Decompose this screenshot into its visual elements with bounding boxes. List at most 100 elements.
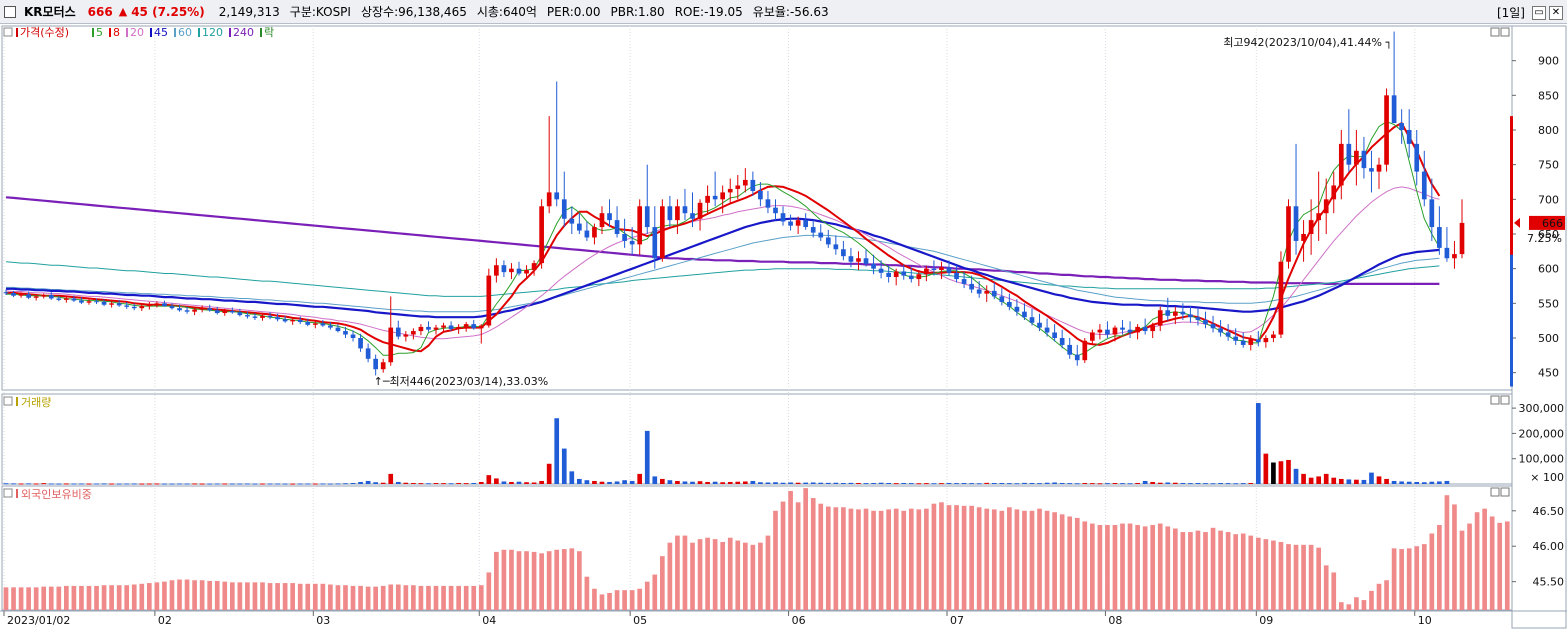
candle-body[interactable] [260,315,265,318]
candle-body[interactable] [1172,311,1178,316]
candle-body[interactable] [1452,254,1457,259]
panel-select-box[interactable] [3,27,13,37]
candle-body[interactable] [924,268,929,275]
candle-body[interactable] [939,267,944,271]
candle-body[interactable] [569,218,575,224]
candle-body[interactable] [146,304,152,307]
candle-body[interactable] [614,220,620,234]
candle-body[interactable] [667,206,673,221]
candle-body[interactable] [1301,234,1306,241]
close-icon[interactable]: ✕ [1549,5,1563,20]
candle-body[interactable] [131,306,137,309]
candle-body[interactable] [803,220,809,228]
period-selector[interactable]: [1일] [1496,6,1525,20]
candle-body[interactable] [584,230,590,238]
panel-select-box[interactable] [3,396,13,406]
candle-body[interactable] [856,258,861,262]
candle-body[interactable] [456,326,461,329]
candle-body[interactable] [124,305,130,307]
candle-body[interactable] [976,289,982,294]
candle-body[interactable] [267,315,273,318]
candle-body[interactable] [561,199,567,219]
candle-body[interactable] [554,192,560,200]
candle-body[interactable] [546,192,552,207]
candle-body[interactable] [629,240,635,245]
candle-body[interactable] [516,268,522,274]
candle-body[interactable] [448,325,454,329]
candle-body[interactable] [644,206,650,228]
candle-body[interactable] [1286,206,1291,262]
candle-body[interactable] [64,298,69,300]
candle-body[interactable] [780,213,786,222]
candle-body[interactable] [1105,329,1110,335]
restore-icon[interactable]: ▭ [1532,5,1546,20]
candle-body[interactable] [1240,340,1246,345]
candle-body[interactable] [825,237,831,245]
candle-body[interactable] [690,213,695,219]
candle-body[interactable] [56,298,62,300]
candle-body[interactable] [1338,143,1344,186]
panel-maximize-icon[interactable] [1490,487,1500,497]
candle-body[interactable] [1399,123,1404,130]
candle-body[interactable] [478,325,484,329]
panel-maximize-icon[interactable] [1490,27,1500,37]
candle-body[interactable] [659,206,665,259]
candle-body[interactable] [1203,319,1208,325]
candle-body[interactable] [946,267,952,273]
candle-body[interactable] [199,308,205,310]
candle-body[interactable] [1059,338,1065,345]
candle-body[interactable] [79,300,84,303]
candle-body[interactable] [1323,199,1329,214]
candle-body[interactable] [1120,327,1125,330]
candle-body[interactable] [1014,306,1020,312]
candle-body[interactable] [494,265,499,276]
candle-body[interactable] [335,327,341,332]
candle-body[interactable] [33,296,39,298]
candle-body[interactable] [365,348,371,359]
candle-body[interactable] [1429,199,1435,228]
candle-body[interactable] [1376,164,1382,172]
candle-body[interactable] [931,268,937,271]
candle-body[interactable] [509,268,514,273]
candle-body[interactable] [1097,329,1103,333]
candle-body[interactable] [539,206,544,264]
candle-body[interactable] [162,303,167,307]
candle-body[interactable] [343,331,348,335]
candle-body[interactable] [969,283,974,290]
candle-body[interactable] [682,206,688,214]
candle-body[interactable] [712,195,718,200]
candle-body[interactable] [501,265,507,273]
candle-body[interactable] [411,331,416,335]
candle-body[interactable] [878,268,884,273]
candle-body[interactable] [275,317,280,320]
candle-body[interactable] [1142,326,1148,332]
candle-body[interactable] [893,271,899,277]
panel-close-icon[interactable] [1500,487,1510,497]
candle-body[interactable] [1090,332,1095,341]
candle-body[interactable] [1218,328,1223,333]
candle-body[interactable] [795,220,801,226]
candle-body[interactable] [486,275,492,326]
candle-body[interactable] [1354,150,1359,165]
candle-body[interactable] [388,327,394,363]
stock-name[interactable]: KR모터스 [24,5,76,19]
candle-body[interactable] [328,325,333,328]
candle-body[interactable] [735,185,741,189]
candle-body[interactable] [577,223,582,231]
candle-body[interactable] [237,312,243,316]
candle-body[interactable] [607,213,612,221]
candle-body[interactable] [622,234,627,241]
candle-body[interactable] [1044,327,1050,333]
candle-body[interactable] [373,358,378,370]
candle-body[interactable] [750,179,756,192]
candle-body[interactable] [727,188,733,193]
candle-body[interactable] [229,310,235,313]
select-checkbox[interactable] [4,5,16,18]
candle-body[interactable] [320,323,326,326]
candle-body[interactable] [1384,95,1389,165]
candle-body[interactable] [312,323,318,325]
candle-body[interactable] [395,327,401,337]
candle-body[interactable] [1459,222,1465,255]
candle-body[interactable] [1225,332,1231,337]
candle-body[interactable] [94,301,99,303]
